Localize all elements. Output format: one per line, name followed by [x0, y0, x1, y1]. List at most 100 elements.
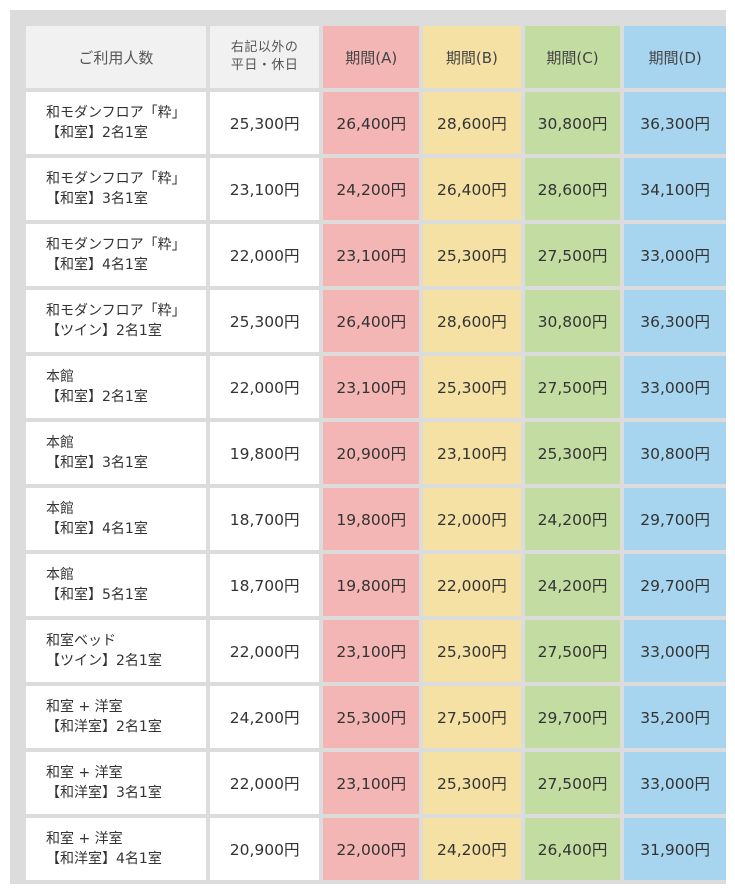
price-table: ご利用人数 右記以外の 平日・休日 期間(A) 期間(B) 期間(C) 期間(D…: [22, 22, 730, 884]
room-name: 本館: [46, 435, 74, 451]
room-capacity: 【ツイン】2名1室: [46, 653, 162, 669]
price-period-d: 33,000円: [624, 620, 726, 682]
price-period-a: 25,300円: [323, 686, 420, 748]
room-capacity: 【和洋室】3名1室: [46, 785, 162, 801]
table-row: 本館 【和室】2名1室 22,000円 23,100円 25,300円 27,50…: [26, 356, 726, 418]
price-standard: 25,300円: [209, 92, 320, 154]
table-row: 本館 【和室】4名1室 18,700円 19,800円 22,000円 24,20…: [26, 488, 726, 550]
price-period-c: 25,300円: [524, 422, 621, 484]
header-room-type: ご利用人数: [26, 26, 206, 88]
price-period-d: 29,700円: [624, 488, 726, 550]
header-period-a: 期間(A): [323, 26, 420, 88]
room-capacity: 【和室】3名1室: [46, 455, 148, 471]
room-name: 和室 + 洋室: [46, 831, 123, 847]
price-period-d: 34,100円: [624, 158, 726, 220]
price-period-b: 26,400円: [423, 158, 521, 220]
price-period-d: 31,900円: [624, 818, 726, 880]
header-row: ご利用人数 右記以外の 平日・休日 期間(A) 期間(B) 期間(C) 期間(D…: [26, 26, 726, 88]
room-name: 本館: [46, 369, 74, 385]
price-period-b: 23,100円: [423, 422, 521, 484]
header-period-b: 期間(B): [423, 26, 521, 88]
price-period-a: 23,100円: [323, 356, 420, 418]
room-type-cell: 和モダンフロア「粋」 【和室】2名1室: [26, 92, 206, 154]
price-period-a: 19,800円: [323, 554, 420, 616]
price-standard: 22,000円: [209, 620, 320, 682]
table-row: 和モダンフロア「粋」 【和室】3名1室 23,100円 24,200円 26,40…: [26, 158, 726, 220]
room-name: 本館: [46, 567, 74, 583]
header-standard-line2: 平日・休日: [230, 58, 299, 73]
header-standard-line1: 右記以外の: [230, 40, 299, 55]
room-capacity: 【和室】2名1室: [46, 125, 148, 141]
header-period-d: 期間(D): [624, 26, 726, 88]
room-capacity: 【和室】4名1室: [46, 521, 148, 537]
price-period-d: 36,300円: [624, 92, 726, 154]
room-type-cell: 和モダンフロア「粋」 【和室】3名1室: [26, 158, 206, 220]
price-period-a: 23,100円: [323, 224, 420, 286]
table-row: 和室ベッド 【ツイン】2名1室 22,000円 23,100円 25,300円 2…: [26, 620, 726, 682]
price-standard: 19,800円: [209, 422, 320, 484]
price-period-b: 22,000円: [423, 554, 521, 616]
price-period-c: 27,500円: [524, 620, 621, 682]
price-period-a: 24,200円: [323, 158, 420, 220]
price-period-c: 29,700円: [524, 686, 621, 748]
price-period-c: 28,600円: [524, 158, 621, 220]
price-standard: 20,900円: [209, 818, 320, 880]
price-period-a: 26,400円: [323, 92, 420, 154]
room-capacity: 【和室】2名1室: [46, 389, 148, 405]
price-standard: 24,200円: [209, 686, 320, 748]
price-period-d: 36,300円: [624, 290, 726, 352]
price-period-a: 20,900円: [323, 422, 420, 484]
room-type-cell: 和室 + 洋室【和洋室】3名1室: [26, 752, 206, 814]
room-type-cell: 本館【和室】3名1室: [26, 422, 206, 484]
price-period-c: 26,400円: [524, 818, 621, 880]
price-standard: 18,700円: [209, 554, 320, 616]
header-standard: 右記以外の 平日・休日: [209, 26, 320, 88]
price-period-b: 25,300円: [423, 356, 521, 418]
table-row: 和室 + 洋室 【和洋室】2名1室 24,200円 25,300円 27,500円…: [26, 686, 726, 748]
room-capacity: 【和室】3名1室: [46, 191, 148, 207]
price-standard: 22,000円: [209, 356, 320, 418]
price-period-c: 30,800円: [524, 92, 621, 154]
price-period-a: 23,100円: [323, 752, 420, 814]
price-period-b: 27,500円: [423, 686, 521, 748]
price-period-d: 33,000円: [624, 752, 726, 814]
room-type-cell: 和室ベッド 【ツイン】2名1室: [26, 620, 206, 682]
price-period-b: 25,300円: [423, 752, 521, 814]
room-name: 和室 + 洋室: [46, 765, 123, 781]
room-type-cell: 和室 + 洋室 【和洋室】2名1室: [26, 686, 206, 748]
room-capacity: 【ツイン】2名1室: [46, 323, 162, 339]
price-period-d: 30,800円: [624, 422, 726, 484]
header-period-c: 期間(C): [524, 26, 621, 88]
room-name: 和モダンフロア「粋」: [46, 237, 186, 253]
price-period-b: 22,000円: [423, 488, 521, 550]
price-period-a: 26,400円: [323, 290, 420, 352]
price-period-d: 35,200円: [624, 686, 726, 748]
price-period-b: 25,300円: [423, 224, 521, 286]
table-row: 和モダンフロア「粋」 【和室】2名1室 25,300円 26,400円 28,60…: [26, 92, 726, 154]
price-period-d: 29,700円: [624, 554, 726, 616]
price-period-c: 24,200円: [524, 488, 621, 550]
price-period-b: 28,600円: [423, 92, 521, 154]
price-period-d: 33,000円: [624, 356, 726, 418]
price-table-frame: ご利用人数 右記以外の 平日・休日 期間(A) 期間(B) 期間(C) 期間(D…: [10, 10, 726, 884]
price-period-b: 25,300円: [423, 620, 521, 682]
room-type-cell: 本館 【和室】4名1室: [26, 488, 206, 550]
room-type-cell: 本館【和室】2名1室: [26, 356, 206, 418]
room-type-cell: 和モダンフロア「粋」 【和室】4名1室: [26, 224, 206, 286]
room-name: 和モダンフロア「粋」: [46, 105, 186, 121]
room-capacity: 【和洋室】4名1室: [46, 851, 162, 867]
room-type-cell: 本館【和室】5名1室: [26, 554, 206, 616]
price-standard: 18,700円: [209, 488, 320, 550]
table-row: 和モダンフロア「粋」 【和室】4名1室 22,000円 23,100円 25,30…: [26, 224, 726, 286]
room-capacity: 【和洋室】2名1室: [46, 719, 162, 735]
room-capacity: 【和室】5名1室: [46, 587, 148, 603]
room-type-cell: 和モダンフロア「粋」 【ツイン】2名1室: [26, 290, 206, 352]
price-period-b: 24,200円: [423, 818, 521, 880]
price-period-a: 23,100円: [323, 620, 420, 682]
table-row: 本館 【和室】5名1室 18,700円 19,800円 22,000円 24,20…: [26, 554, 726, 616]
table-row: 和室 + 洋室 【和洋室】4名1室 20,900円 22,000円 24,200円…: [26, 818, 726, 880]
price-standard: 22,000円: [209, 752, 320, 814]
price-period-d: 33,000円: [624, 224, 726, 286]
table-row: 和モダンフロア「粋」 【ツイン】2名1室 25,300円 26,400円 28,6…: [26, 290, 726, 352]
room-capacity: 【和室】4名1室: [46, 257, 148, 273]
